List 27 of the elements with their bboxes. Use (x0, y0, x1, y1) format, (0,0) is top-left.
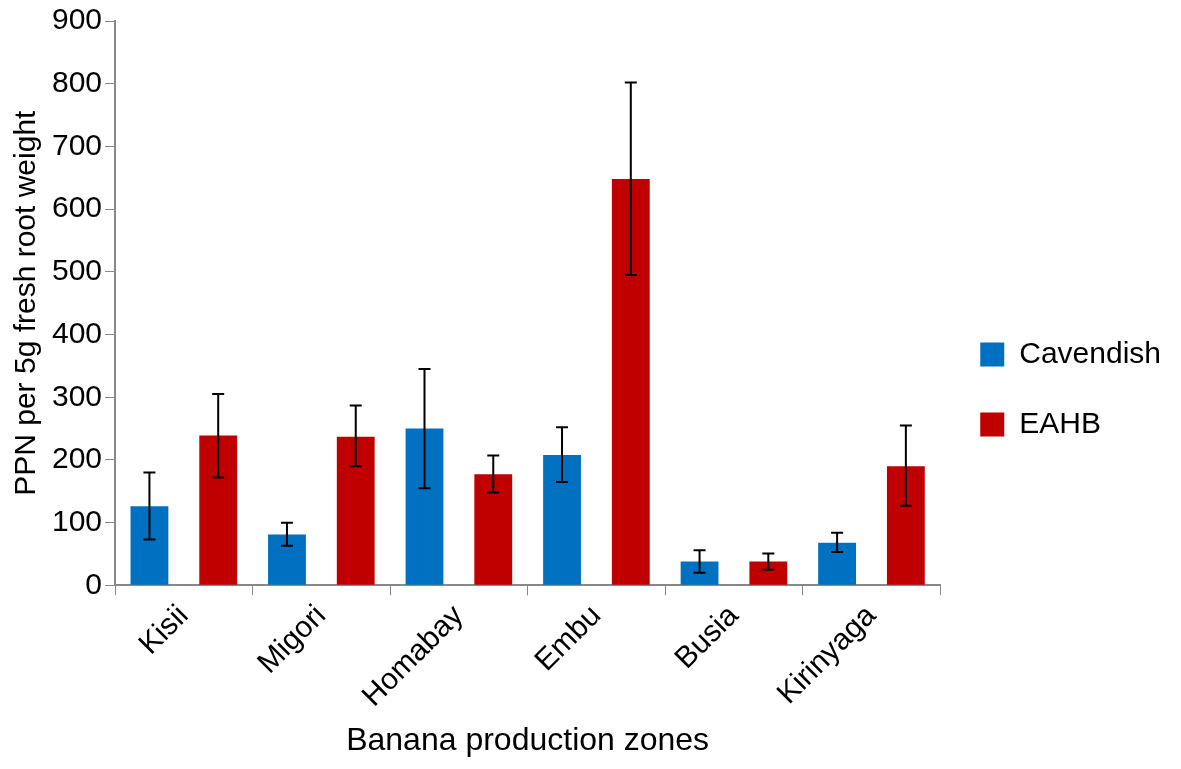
bar (336, 436, 375, 585)
y-tick-label: 200 (51, 441, 103, 475)
bar (680, 561, 719, 585)
y-tick-label: 800 (51, 64, 103, 98)
bar (749, 561, 788, 585)
y-tick-label: 0 (85, 566, 103, 600)
legend-label: Cavendish (1019, 335, 1162, 369)
bar (268, 534, 306, 585)
x-tick-label: Kisii (131, 597, 194, 661)
y-tick-label: 900 (51, 2, 103, 36)
bar (886, 466, 925, 585)
bar (405, 428, 444, 585)
bar (543, 454, 581, 585)
y-tick-label: 400 (51, 315, 103, 349)
bar (199, 435, 238, 585)
legend-label: EAHB (1019, 405, 1101, 439)
x-axis-title: Banana production zones (346, 720, 710, 757)
y-tick-label: 100 (51, 503, 103, 537)
bar (611, 179, 650, 585)
y-axis-title: PPN per 5g fresh root weight (8, 109, 42, 496)
bar (130, 506, 169, 585)
bar (474, 474, 513, 585)
y-tick-label: 700 (51, 127, 103, 161)
bar (818, 542, 857, 585)
y-tick-label: 600 (51, 190, 103, 224)
y-tick-label: 500 (51, 253, 103, 287)
y-tick-label: 300 (51, 378, 103, 412)
